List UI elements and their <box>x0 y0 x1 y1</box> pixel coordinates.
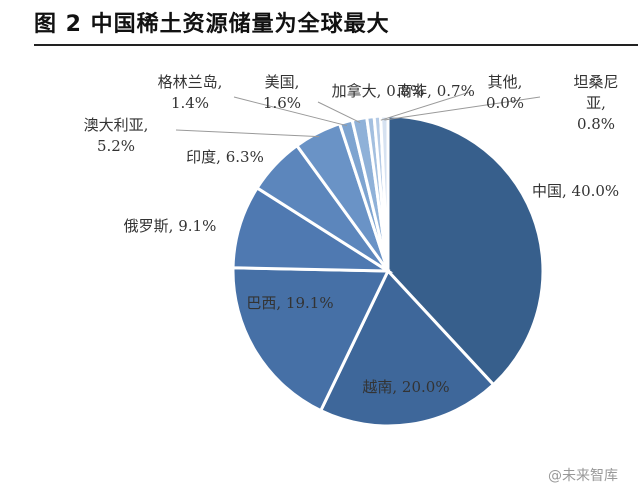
pie-slice-0 <box>386 114 545 387</box>
slice-label-1: 越南, 20.0% <box>362 378 449 396</box>
leader-line-11 <box>384 96 541 121</box>
slice-label-5: 澳大利亚, 5.2% <box>84 116 149 155</box>
slice-label-0: 中国, 40.0% <box>532 182 619 200</box>
watermark: @未来智库 <box>548 468 618 484</box>
leader-line-7 <box>317 101 361 124</box>
pie-slice-2 <box>231 266 391 413</box>
slice-label-8: 加拿大, 0.8% <box>332 82 425 100</box>
slice-label-2: 巴西, 19.1% <box>246 294 333 312</box>
pie-slice-3 <box>231 185 394 273</box>
slice-label-3: 俄罗斯, 9.1% <box>124 217 217 235</box>
slice-label-11: 坦桑尼亚, 0.8% <box>573 73 618 133</box>
pie-slice-11 <box>379 114 390 272</box>
pie-slices <box>231 114 545 428</box>
chart-title: 图 2 中国稀土资源储量为全球最大 <box>34 12 390 37</box>
slice-label-7: 美国, 1.6% <box>263 73 301 112</box>
leader-lines <box>175 91 541 138</box>
title-underline <box>34 44 638 46</box>
slice-labels: 中国, 40.0% 越南, 20.0% 巴西, 19.1% 俄罗斯, 9.1% 印度, … <box>84 73 620 396</box>
slice-label-10: 其他, 0.0% <box>486 73 524 112</box>
slice-label-6: 格林兰岛, 1.4% <box>158 73 223 112</box>
pie-slice-1 <box>318 268 496 428</box>
slice-label-9: 南非, 0.7% <box>397 82 475 100</box>
leader-line-10 <box>380 91 471 121</box>
slice-label-4: 印度, 6.3% <box>186 148 264 166</box>
leader-line-5 <box>175 129 320 138</box>
leader-line-6 <box>233 96 348 127</box>
